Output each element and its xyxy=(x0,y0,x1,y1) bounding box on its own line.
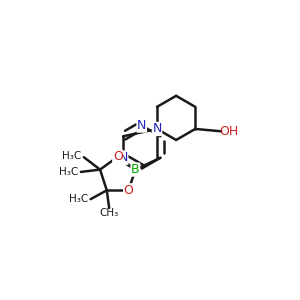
Text: H₃C: H₃C xyxy=(59,167,79,177)
Text: CH₃: CH₃ xyxy=(100,208,119,218)
Text: N: N xyxy=(152,122,162,135)
Text: H₃C: H₃C xyxy=(69,194,88,204)
Text: H₃C: H₃C xyxy=(62,151,82,161)
Text: N: N xyxy=(118,151,128,164)
Text: O: O xyxy=(113,150,123,163)
Text: B: B xyxy=(131,163,140,176)
Text: O: O xyxy=(124,184,134,197)
Text: N: N xyxy=(137,119,146,132)
Text: OH: OH xyxy=(219,125,238,138)
